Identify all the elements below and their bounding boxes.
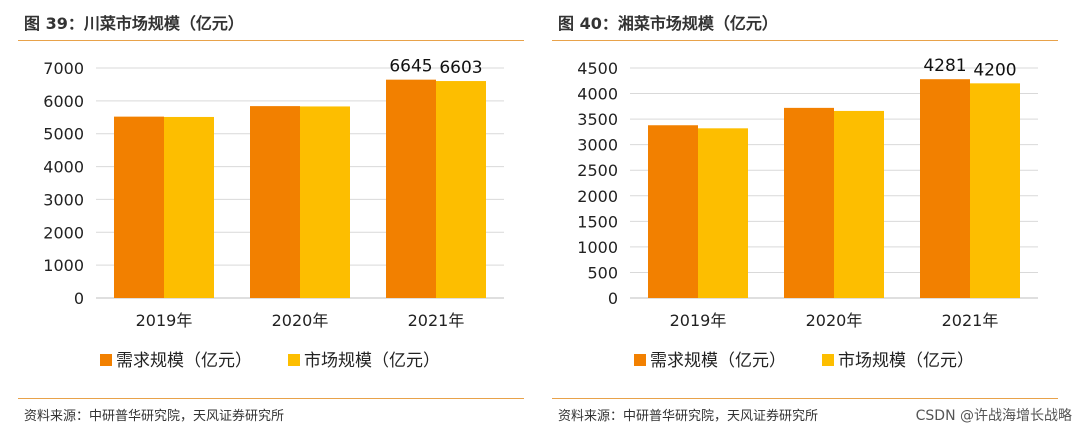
bar-market: [436, 81, 486, 298]
bar-market: [300, 106, 350, 298]
legend-swatch: [822, 354, 834, 366]
y-tick-label: 4000: [43, 158, 84, 177]
bar-demand: [784, 107, 834, 298]
x-tick-label: 2019年: [670, 311, 727, 330]
chart-panel-hunan: 图 40：湘菜市场规模（亿元） 0 500 1000 1500 2000 2500 3000…: [552, 0, 1062, 437]
title-divider: [552, 40, 1058, 41]
data-label: 6645: [389, 57, 432, 77]
x-tick-label: 2019年: [136, 311, 193, 330]
legend-label: 需求规模（亿元）: [650, 351, 786, 371]
legend-swatch: [634, 354, 646, 366]
chart-panel-sichuan: 图 39：川菜市场规模（亿元） 0 1000 2000 3000 4000 5000 600…: [18, 0, 528, 437]
data-label: 4200: [973, 60, 1016, 80]
chart-sichuan-market-size: 0 1000 2000 3000 4000 5000 6000 7000 2019年 2020年 2…: [43, 57, 504, 371]
bar-demand: [920, 79, 970, 298]
bar-market: [970, 83, 1020, 298]
x-tick-label: 2021年: [942, 311, 999, 330]
y-tick-label: 500: [587, 263, 618, 282]
title-divider: [18, 40, 524, 41]
legend-label: 市场规模（亿元）: [838, 351, 974, 371]
y-tick-label: 1000: [577, 238, 618, 257]
bar-demand: [114, 116, 164, 298]
y-tick-label: 7000: [43, 59, 84, 78]
chart-hunan-market-size: 0 500 1000 1500 2000 2500 3000 3500 4000 4500 2019…: [577, 56, 1038, 371]
x-tick-label: 2020年: [806, 311, 863, 330]
legend-swatch: [288, 354, 300, 366]
data-label: 6603: [439, 58, 482, 78]
bar-demand: [386, 79, 436, 298]
y-tick-label: 4500: [577, 59, 618, 78]
bar-demand: [648, 125, 698, 298]
y-tick-label: 0: [74, 289, 84, 308]
bar-market: [164, 116, 214, 298]
bar-market: [834, 110, 884, 298]
chart-title: 图 39：川菜市场规模（亿元）: [24, 14, 244, 33]
y-tick-label: 5000: [43, 125, 84, 144]
y-tick-label: 0: [608, 289, 618, 308]
legend-swatch: [100, 354, 112, 366]
y-tick-label: 3000: [43, 190, 84, 209]
y-tick-label: 1500: [577, 212, 618, 231]
legend-label: 需求规模（亿元）: [116, 351, 252, 371]
y-tick-label: 2500: [577, 161, 618, 180]
bar-demand: [250, 106, 300, 298]
x-tick-label: 2020年: [272, 311, 329, 330]
y-tick-label: 4000: [577, 85, 618, 104]
y-tick-label: 3500: [577, 110, 618, 129]
y-tick-label: 2000: [577, 187, 618, 206]
watermark: CSDN @许战海增长战略: [915, 408, 1072, 424]
bar-market: [698, 128, 748, 298]
y-tick-label: 1000: [43, 256, 84, 275]
chart-source: 资料来源：中研普华研究院，天风证券研究所: [24, 409, 285, 424]
legend-label: 市场规模（亿元）: [304, 351, 440, 371]
y-tick-label: 2000: [43, 223, 84, 242]
y-tick-label: 3000: [577, 136, 618, 155]
source-divider: [18, 398, 524, 399]
y-tick-label: 6000: [43, 92, 84, 111]
chart-source: 资料来源：中研普华研究院，天风证券研究所: [558, 409, 819, 424]
chart-title: 图 40：湘菜市场规模（亿元）: [558, 14, 778, 33]
x-tick-label: 2021年: [408, 311, 465, 330]
data-label: 4281: [923, 56, 966, 76]
source-divider: [552, 398, 1058, 399]
